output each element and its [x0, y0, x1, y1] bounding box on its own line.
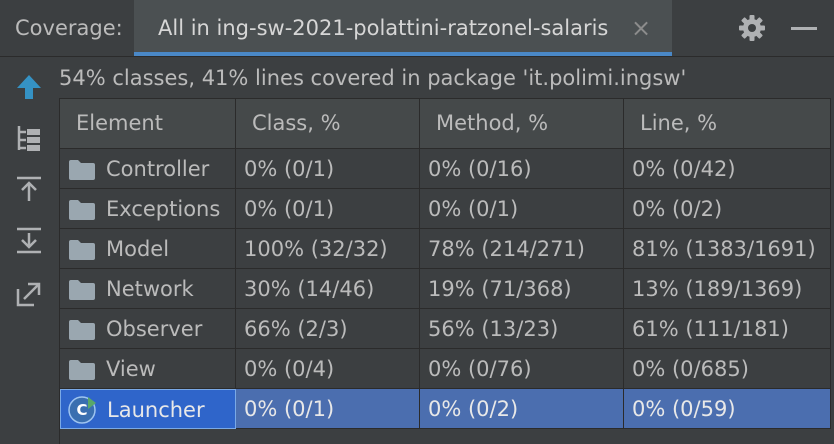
cell-method-coverage: 0% (0/2) [420, 389, 624, 429]
folder-icon [69, 200, 95, 220]
column-header-line[interactable]: Line, % [624, 99, 831, 148]
folder-icon [69, 240, 95, 260]
table-row[interactable]: Model 100% (32/32) 78% (214/271) 81% (1383/… [60, 229, 831, 269]
left-toolbar [0, 57, 58, 443]
tab-active-indicator [134, 52, 672, 56]
folder-icon [69, 280, 95, 300]
coverage-table: Element Class, % Method, % Line, % Contr… [59, 98, 831, 444]
cell-element[interactable]: Observer [60, 309, 236, 349]
table-row[interactable]: C Launcher 0% (0/1) 0% (0/2) 0% (0/59) [60, 389, 831, 429]
element-name: Model [106, 237, 170, 261]
cell-line-coverage: 0% (0/42) [624, 149, 831, 189]
cell-class-coverage: 0% (0/1) [236, 389, 420, 429]
coverage-summary: 54% classes, 41% lines covered in packag… [59, 66, 687, 90]
cell-method-coverage: 78% (214/271) [420, 229, 624, 269]
table-row[interactable]: Observer 66% (2/3) 56% (13/23) 61% (111/181… [60, 309, 831, 349]
import-icon[interactable] [14, 174, 44, 204]
table-header: Element Class, % Method, % Line, % [60, 99, 831, 149]
table-row[interactable]: Controller 0% (0/1) 0% (0/16) 0% (0/42) [60, 149, 831, 189]
element-name: View [106, 357, 156, 381]
close-tab-icon[interactable]: × [631, 14, 652, 42]
tab-label: All in ing-sw-2021-polattini-ratzonel-sa… [158, 16, 609, 40]
tab-coverage-suite[interactable]: All in ing-sw-2021-polattini-ratzonel-sa… [134, 0, 672, 56]
cell-class-coverage: 0% (0/1) [236, 149, 420, 189]
gear-icon[interactable] [737, 13, 767, 43]
cell-class-coverage: 0% (0/4) [236, 349, 420, 389]
cell-element[interactable]: View [60, 349, 236, 389]
element-name: Network [106, 277, 194, 301]
export-icon[interactable] [14, 225, 44, 255]
cell-element[interactable]: Model [60, 229, 236, 269]
element-name: Observer [106, 317, 203, 341]
class-icon: C [68, 396, 96, 424]
table-row[interactable]: View 0% (0/4) 0% (0/76) 0% (0/685) [60, 349, 831, 389]
coverage-header: Coverage: All in ing-sw-2021-polattini-r… [0, 0, 834, 57]
svg-text:C: C [76, 401, 87, 419]
cell-class-coverage: 100% (32/32) [236, 229, 420, 269]
cell-line-coverage: 0% (0/685) [624, 349, 831, 389]
cell-class-coverage: 0% (0/1) [236, 189, 420, 229]
element-name: Launcher [107, 398, 205, 422]
cell-method-coverage: 19% (71/368) [420, 269, 624, 309]
table-row[interactable]: Network 30% (14/46) 19% (71/368) 13% (189/1… [60, 269, 831, 309]
cell-line-coverage: 13% (189/1369) [624, 269, 831, 309]
folder-icon [69, 320, 95, 340]
folder-icon [69, 360, 95, 380]
jump-to-source-icon[interactable] [14, 279, 44, 309]
cell-class-coverage: 66% (2/3) [236, 309, 420, 349]
cell-element[interactable]: Network [60, 269, 236, 309]
cell-line-coverage: 61% (111/181) [624, 309, 831, 349]
flatten-packages-icon[interactable] [14, 123, 44, 153]
up-arrow-icon[interactable] [14, 72, 44, 102]
cell-line-coverage: 0% (0/2) [624, 189, 831, 229]
cell-line-coverage: 81% (1383/1691) [624, 229, 831, 269]
element-name: Exceptions [106, 197, 221, 221]
folder-icon [69, 160, 95, 180]
table-row[interactable]: Exceptions 0% (0/1) 0% (0/1) 0% (0/2) [60, 189, 831, 229]
cell-line-coverage: 0% (0/59) [624, 389, 831, 429]
cell-element[interactable]: Exceptions [60, 189, 236, 229]
element-name: Controller [106, 157, 210, 181]
cell-method-coverage: 0% (0/76) [420, 349, 624, 389]
cell-element[interactable]: Controller [60, 149, 236, 189]
coverage-title: Coverage: [15, 16, 123, 40]
cell-class-coverage: 30% (14/46) [236, 269, 420, 309]
column-header-class[interactable]: Class, % [236, 99, 420, 148]
column-header-element[interactable]: Element [60, 99, 236, 148]
cell-method-coverage: 0% (0/16) [420, 149, 624, 189]
cell-element[interactable]: C Launcher [60, 389, 236, 429]
minimize-icon[interactable] [791, 27, 817, 30]
cell-method-coverage: 0% (0/1) [420, 189, 624, 229]
column-header-method[interactable]: Method, % [420, 99, 624, 148]
cell-method-coverage: 56% (13/23) [420, 309, 624, 349]
